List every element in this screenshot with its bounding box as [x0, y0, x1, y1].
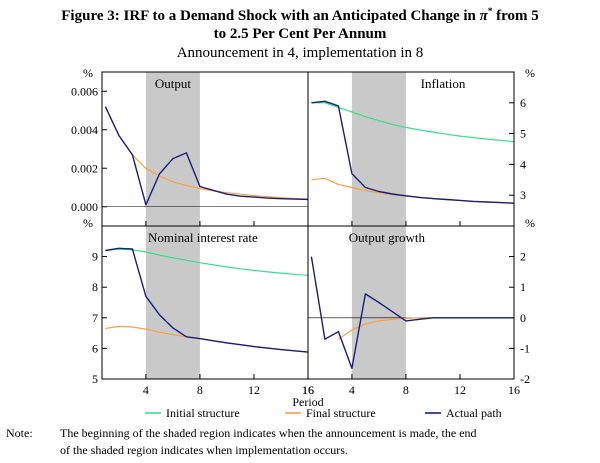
series-line-actual-path: [104, 106, 309, 206]
note-line1: The beginning of the shaded region indic…: [60, 426, 477, 440]
y-tick-label: 5: [520, 127, 526, 141]
x-axis-label: Period: [292, 395, 323, 409]
unit-label-left-top: %: [83, 66, 93, 80]
legend: Initial structure Final structure Actual p…: [145, 406, 502, 420]
figure-title-line2: to 2.5 Per Cent Per Annum: [214, 26, 387, 42]
y-tick-label: 6: [520, 96, 526, 110]
x-tick-label: 16: [508, 383, 520, 397]
unit-label-left-bottom: %: [83, 216, 93, 230]
y-tick-label: -2: [520, 372, 530, 386]
series-line-initial-structure: [311, 102, 515, 143]
panel-nominal-interest-rate: 9 8 7 6 5 4 8 12 16 Nominal interest rate: [92, 226, 314, 397]
y-tick-label: 4: [520, 157, 526, 171]
series-line-final-structure: [104, 106, 309, 200]
legend-label: Actual path: [446, 406, 502, 420]
series-line-actual-path: [311, 100, 515, 204]
y-tick-label: 6: [92, 341, 98, 355]
x-tick-label: 4: [349, 383, 355, 397]
unit-label-right-bottom: %: [525, 216, 535, 230]
series-line-actual-path: [310, 256, 514, 369]
x-tick-label: 12: [248, 383, 260, 397]
figure-title-line1: Figure 3: IRF to a Demand Shock with an …: [61, 6, 538, 24]
y-tick-label: 0: [520, 311, 526, 325]
y-tick-label: 0.006: [71, 84, 98, 98]
y-tick-label: 0.002: [71, 161, 98, 175]
series-line-actual-path: [105, 247, 309, 353]
y-tick-label: 0.000: [71, 200, 98, 214]
figure-subtitle: Announcement in 4, implementation in 8: [177, 45, 424, 61]
panel-title: Output: [155, 76, 192, 91]
y-tick-label: 1: [520, 280, 526, 294]
legend-label: Initial structure: [166, 406, 240, 420]
x-tick-label: 8: [403, 383, 409, 397]
note-label: Note:: [6, 426, 33, 440]
shaded-region: [351, 72, 406, 226]
x-tick-label: 16: [302, 383, 314, 397]
y-tick-label: 3: [520, 188, 526, 202]
note-line2: of the shaded region indicates when impl…: [60, 443, 348, 457]
panel-title: Output growth: [349, 230, 426, 245]
y-tick-label: 7: [92, 311, 98, 325]
unit-label-right-top: %: [525, 66, 535, 80]
panel-title: Nominal interest rate: [148, 230, 258, 245]
series-line-initial-structure: [105, 248, 309, 276]
panel-inflation: 6 5 4 3 Inflation: [311, 72, 526, 226]
shaded-region: [145, 72, 200, 226]
series-line-final-structure: [311, 177, 515, 204]
x-tick-label: 4: [143, 383, 149, 397]
y-tick-label: 2: [520, 250, 526, 264]
y-tick-label: -1: [520, 341, 530, 355]
panel-output: 0.006 0.004 0.002 0.000 Output: [71, 72, 309, 226]
panel-title: Inflation: [421, 76, 466, 91]
x-tick-label: 8: [197, 383, 203, 397]
x-tick-label: 12: [454, 383, 466, 397]
chart-panels: 0.006 0.004 0.002 0.000 Output 6 5 4 3 Inflation 9…: [71, 72, 530, 397]
shaded-region: [145, 226, 200, 379]
y-tick-label: 9: [92, 250, 98, 264]
legend-label: Final structure: [306, 406, 376, 420]
y-tick-label: 8: [92, 280, 98, 294]
y-tick-label: 0.004: [71, 123, 98, 137]
x-tick-label: 16: [302, 383, 314, 397]
y-tick-label: 5: [92, 372, 98, 386]
